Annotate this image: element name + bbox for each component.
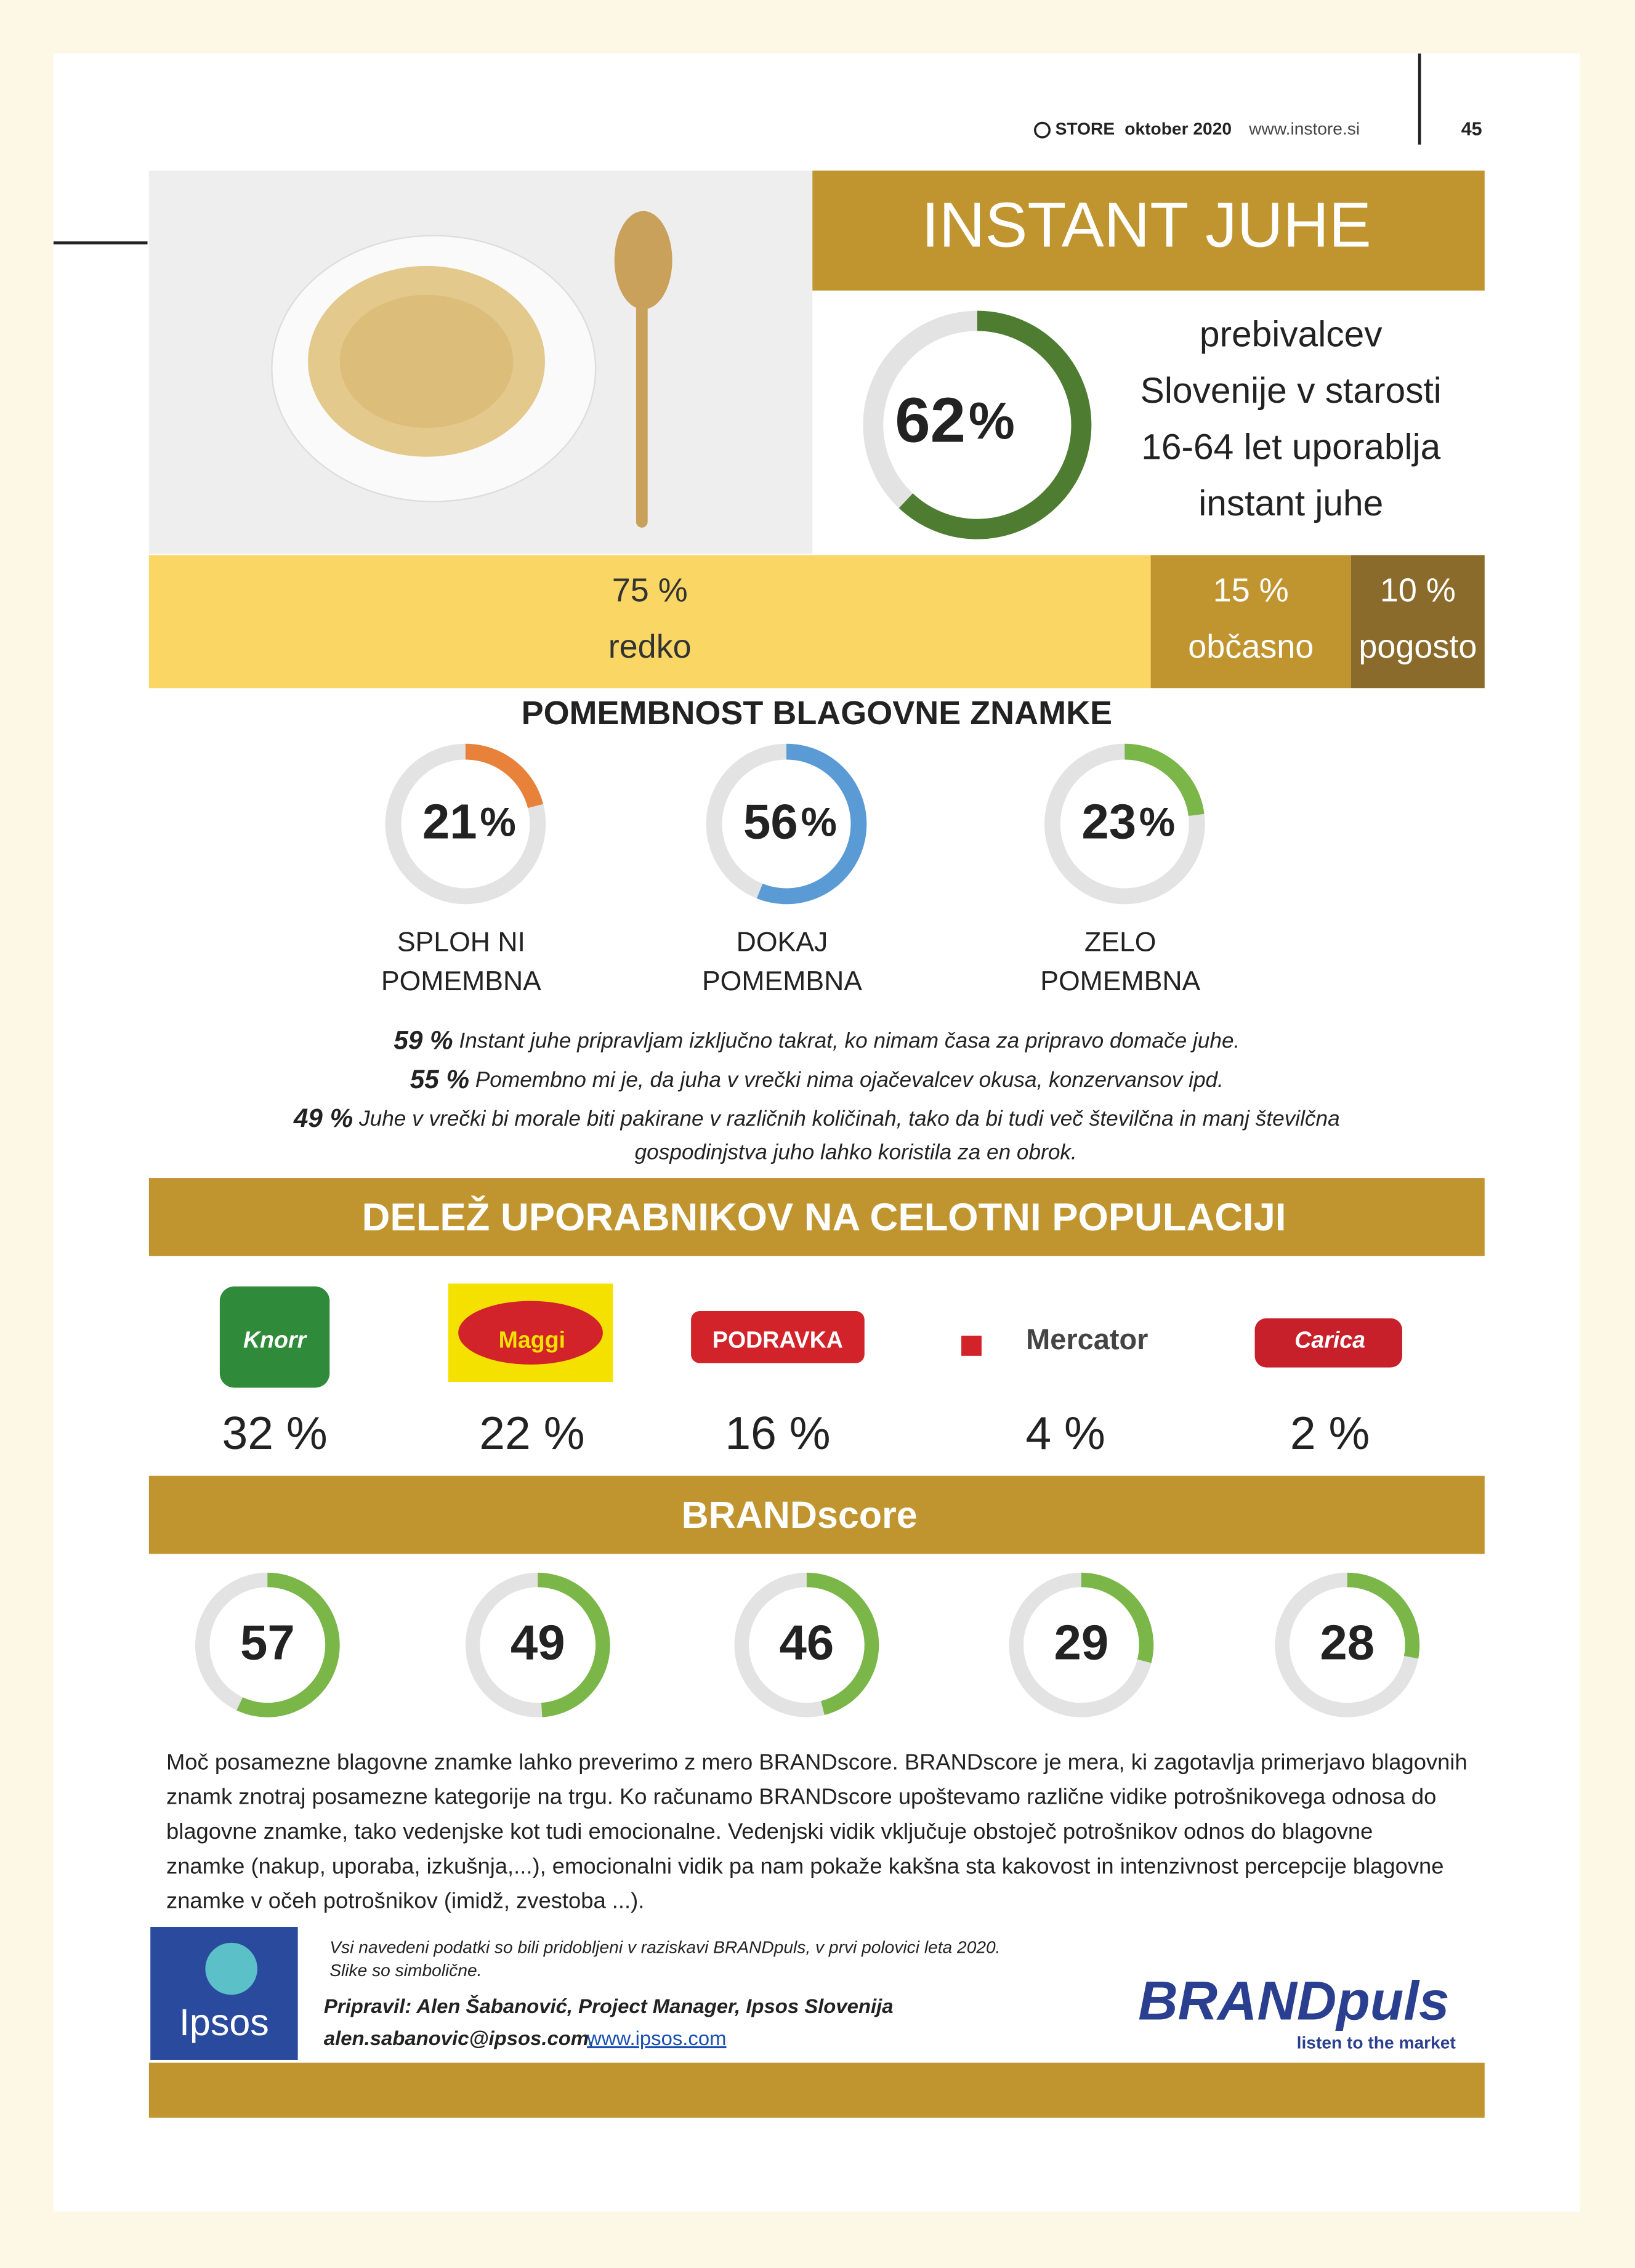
brand-logo: Carica (1294, 1326, 1365, 1352)
footer-author: Pripravil: Alen Šabanović, Project Manag… (324, 1994, 894, 2017)
brandpuls-tagline: listen to the market (1297, 2033, 1456, 2052)
statement-text: Juhe v vrečki bi morale biti pakirane v … (358, 1107, 1340, 1131)
importance-label: POMEMBNA (1040, 966, 1200, 996)
importance-unit: % (1139, 800, 1175, 845)
importance-value: 21 (422, 794, 477, 849)
statement-space (353, 1107, 359, 1131)
logo-oval (458, 1301, 603, 1365)
ipsos-logo-head (205, 1942, 257, 1995)
ipsos-logo-text: Ipsos (179, 2001, 269, 2043)
statement-text: gospodinjstva juho lahko koristila za en… (635, 1140, 1077, 1164)
donut-arc (734, 1572, 879, 1717)
main-stat-text: 16-64 let uporablja (1141, 427, 1440, 467)
share-title: DELEŽ UPORABNIKOV NA CELOTNI POPULACIJI (362, 1195, 1286, 1239)
paragraph-line: Moč posamezne blagovne znamke lahko prev… (166, 1749, 1467, 1774)
donut-arc (385, 743, 546, 905)
donut-arc (863, 310, 1092, 539)
donut-arc (1275, 1572, 1420, 1717)
site: www.instore.si (1248, 119, 1360, 139)
statement-value: 49 % (293, 1104, 353, 1132)
frequency-value: 10 % (1380, 572, 1456, 609)
importance-value: 23 (1081, 794, 1136, 849)
brand-share: 2 % (1290, 1407, 1370, 1459)
logo-bg (1254, 1318, 1403, 1368)
brand-share: 32 % (222, 1407, 327, 1459)
statement-space (469, 1068, 475, 1092)
brandscore-value: 28 (1320, 1615, 1375, 1670)
importance-label: SPLOH NI (397, 927, 525, 958)
frequency-label: redko (608, 628, 692, 665)
logo-icon (961, 1335, 982, 1356)
importance-title: POMEMBNOST BLAGOVNE ZNAMKE (522, 695, 1112, 732)
brand-logo: Maggi (499, 1326, 565, 1352)
paragraph-line: blagovne znamke, tako vedenjske kot tudi… (166, 1818, 1373, 1844)
store-icon (1034, 121, 1051, 139)
importance-label: ZELO (1084, 927, 1156, 958)
title: INSTANT JUHE (921, 190, 1371, 260)
main-stat-text: instant juhe (1198, 483, 1383, 523)
page-number: 45 (1461, 118, 1482, 139)
statement: 49 % Juhe v vrečki bi morale biti pakira… (293, 1104, 1340, 1132)
share-bar (148, 1178, 1485, 1256)
brand-logo: Mercator (1026, 1323, 1148, 1355)
frequency-label: pogosto (1358, 628, 1477, 665)
donut-arc (1009, 1572, 1154, 1717)
brandscore-title: BRANDscore (682, 1494, 918, 1536)
footer-link[interactable]: www.ipsos.com (586, 2027, 726, 2049)
donut-arc (465, 1572, 610, 1717)
brand-share: 16 % (725, 1407, 830, 1459)
frequency-segment (1150, 555, 1351, 688)
statement-value: 55 % (410, 1065, 469, 1094)
brand-share: 4 % (1025, 1407, 1105, 1459)
donut-arc (706, 743, 867, 905)
main-stat-text: prebivalcev (1200, 314, 1383, 354)
issue: oktober 2020 (1124, 119, 1232, 139)
paragraph-line: znamke (nakup, uporaba, izkušnja,...), e… (166, 1853, 1444, 1878)
importance-unit: % (480, 800, 515, 845)
donut-arc (1044, 743, 1205, 905)
statement-text: Instant juhe pripravljam izključno takra… (459, 1029, 1240, 1053)
frequency-value: 15 % (1213, 572, 1289, 609)
brandscore-value: 46 (780, 1615, 834, 1670)
statement: 59 % Instant juhe pripravljam izključno … (394, 1026, 1240, 1055)
main-stat-unit: % (969, 392, 1015, 450)
importance-label: DOKAJ (737, 927, 828, 958)
brandscore-value: 57 (240, 1615, 295, 1670)
donut-arc (195, 1572, 340, 1717)
footer-email: alen.sabanovic@ipsos.com, (324, 2027, 594, 2049)
frequency-segment (1350, 555, 1485, 688)
brandscore-value: 49 (511, 1615, 565, 1670)
importance-unit: % (801, 800, 837, 845)
bottom-bar (148, 2062, 1485, 2118)
statement-text: Pomembno mi je, da juha v vrečki nima oj… (475, 1068, 1224, 1092)
paragraph-line: znamke v očeh potrošnikov (imidž, zvesto… (166, 1888, 644, 1913)
logo-bg (219, 1286, 330, 1388)
brandscore-bar (148, 1475, 1485, 1554)
main-stat-value: 62 (895, 384, 966, 455)
soup-photo (148, 170, 813, 554)
brandscore-value: 29 (1054, 1615, 1109, 1670)
brand-share: 22 % (479, 1407, 584, 1459)
footer-note: Slike so simbolične. (329, 1961, 482, 1980)
importance-value: 56 (743, 794, 798, 849)
frequency-segment (148, 555, 1151, 688)
brand-logo: PODRAVKA (713, 1326, 843, 1352)
importance-label: POMEMBNA (702, 966, 862, 996)
brand-logo: Knorr (243, 1326, 308, 1352)
statement-space (453, 1029, 459, 1053)
logo-bg (691, 1311, 865, 1363)
title-bar (812, 170, 1485, 291)
frequency-value: 75 % (612, 572, 688, 609)
statement-value: 59 % (394, 1026, 453, 1055)
magazine-name: STORE (1056, 119, 1115, 139)
footer-note: Vsi navedeni podatki so bili pridobljeni… (329, 1938, 1000, 1957)
statement: 55 % Pomembno mi je, da juha v vrečki ni… (410, 1065, 1224, 1094)
frequency-label: občasno (1188, 628, 1314, 665)
brandpuls-logo: BRANDpuls (1138, 1969, 1449, 2031)
paragraph-line: znamk znotraj posamezne kategorije na tr… (166, 1784, 1436, 1809)
importance-label: POMEMBNA (381, 966, 541, 996)
main-stat-text: Slovenije v starosti (1140, 371, 1442, 411)
